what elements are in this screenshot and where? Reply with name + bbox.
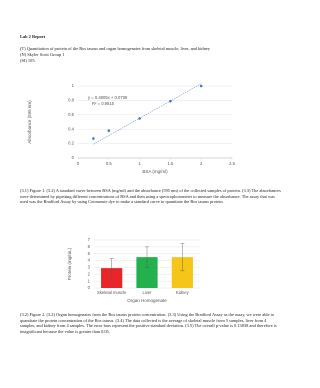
bar — [101, 268, 123, 288]
title: Lab 2 Report — [20, 34, 46, 39]
y-tick-label: 0.8 — [68, 98, 74, 103]
y-tick-label: 1 — [88, 278, 91, 283]
y-tick-label: 4 — [88, 258, 91, 263]
standard-curve-chart: 0 0.2 0.4 0.6 0.8 1 Absorbance (595 nm) 0 0.5 1 1.… — [27, 83, 235, 174]
header-line: (N) Skyler Scott Group 1 — [20, 52, 65, 57]
data-point — [138, 117, 141, 120]
data-point — [169, 99, 172, 103]
y-tick-label: 3 — [88, 265, 91, 270]
x-tick-label: 2.5 — [229, 161, 235, 166]
y-axis-label: Absorbance (595 nm) — [27, 100, 32, 144]
trendline — [93, 83, 202, 145]
bar — [171, 257, 193, 288]
data-point — [92, 137, 95, 140]
x-tick-label: 0 — [77, 161, 80, 166]
y-tick-label: 0.2 — [68, 141, 74, 146]
y-tick-label: 2 — [88, 271, 91, 276]
caption: (3.1) Figure 1. (3.2) A standard curve b… — [20, 188, 281, 205]
x-tick-label: Liver — [142, 290, 152, 295]
data-point — [107, 129, 111, 132]
x-tick-label: Kidney — [176, 290, 190, 295]
trendline-equation: y = 0.4805x + 0.0708 — [88, 95, 128, 100]
header-line: (T) Quantitation of protein of the Bos t… — [20, 46, 210, 51]
y-tick-label: 0 — [88, 285, 91, 290]
y-tick-label: 0.6 — [68, 112, 74, 117]
x-tick-label: 1.5 — [167, 161, 173, 166]
y-tick-label: 1 — [72, 83, 75, 88]
y-tick-label: 7 — [88, 237, 91, 242]
bar — [136, 257, 158, 288]
x-tick-label: 1 — [138, 161, 141, 166]
page: {"document":{"title":"Lab 2 Report", "he… — [20, 34, 281, 334]
y-tick-label: 6 — [88, 244, 91, 249]
y-tick-label: 0 — [72, 155, 75, 160]
y-axis-label: Protein (mg/mL) — [67, 247, 72, 280]
caption: (3.2) Figure 2. (3.2) Organ homogenates … — [20, 312, 277, 334]
y-tick-label: 5 — [88, 251, 91, 256]
x-axis-label: BSA (mg/ml) — [142, 169, 168, 174]
x-axis-label: Organ Homogenate — [127, 298, 167, 303]
y-tick-label: 0.4 — [68, 126, 74, 131]
x-tick-label: 0.5 — [106, 161, 112, 166]
x-tick-label: Skeletal muscle — [97, 290, 127, 295]
header-line: (SI) 105. — [20, 58, 36, 63]
x-tick-label: 2 — [200, 161, 203, 166]
data-point — [199, 84, 203, 88]
trendline-r2: R² = 0.9815 — [92, 101, 115, 106]
